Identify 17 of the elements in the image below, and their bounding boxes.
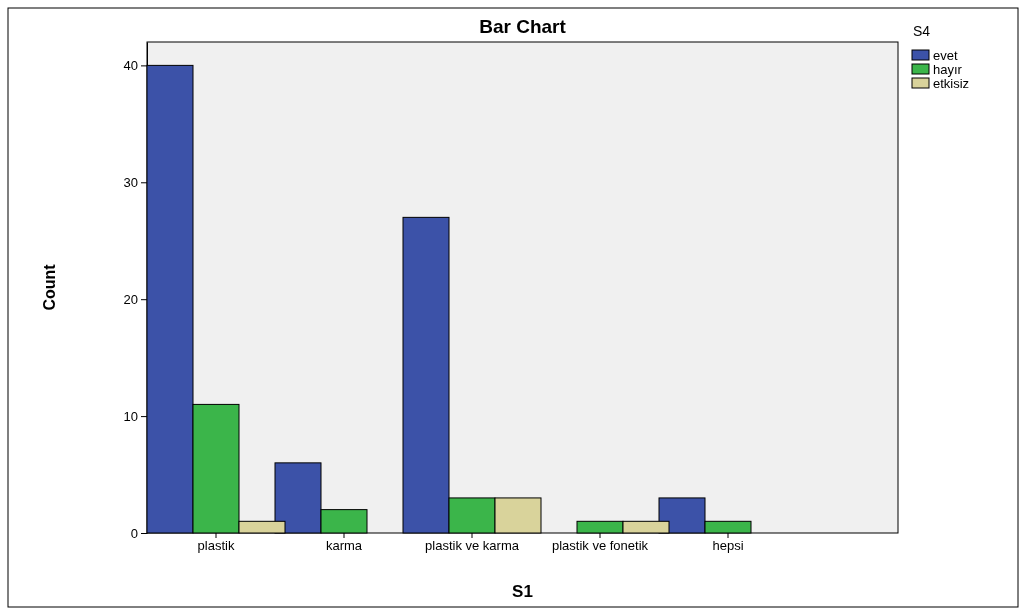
y-tick-label: 20: [123, 291, 138, 307]
x-axis-title: S1: [512, 582, 533, 601]
chart-title: Bar Chart: [479, 16, 567, 37]
x-tick-label: plastik: [197, 538, 235, 554]
x-tick-label: plastik ve karma: [425, 538, 520, 554]
legend-label: evet: [933, 48, 958, 63]
y-tick-label: 40: [123, 58, 138, 74]
x-tick-label: karma: [325, 538, 363, 554]
y-axis-title: Count: [41, 263, 58, 311]
y-tick-label: 10: [123, 408, 138, 424]
legend-title: S4: [913, 23, 931, 39]
x-tick-label: hepsi: [712, 538, 744, 554]
x-tick-label: plastik ve fonetik: [551, 538, 649, 554]
y-tick-label: 30: [123, 174, 138, 190]
y-tick-label: 0: [130, 525, 138, 541]
legend-label: hayır: [933, 62, 963, 77]
legend-label: etkisiz: [933, 76, 970, 91]
